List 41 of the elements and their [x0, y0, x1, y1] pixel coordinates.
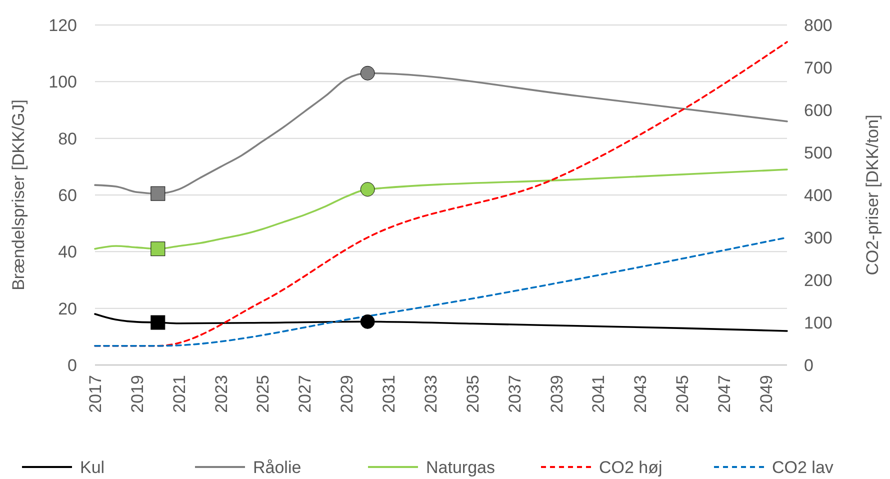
y-tick-label: 80: [58, 129, 77, 148]
x-tick-label: 2023: [212, 375, 231, 413]
y-tick-label: 120: [48, 16, 77, 35]
y2-tick-label: 400: [804, 186, 832, 205]
x-tick-label: 2025: [254, 375, 273, 413]
x-tick-label: 2027: [296, 375, 315, 413]
x-tick-label: 2029: [338, 375, 357, 413]
y2-tick-label: 500: [804, 143, 832, 162]
legend-label: Naturgas: [426, 458, 495, 477]
y2-tick-label: 300: [804, 228, 832, 248]
y-tick-label: 60: [58, 186, 77, 205]
legend-label: CO2 lav: [772, 458, 834, 477]
x-tick-label: 2043: [631, 375, 650, 413]
y2-tick-label: 800: [804, 16, 832, 35]
legend-label: CO2 høj: [599, 458, 662, 477]
x-tick-label: 2049: [756, 375, 776, 413]
x-tick-label: 2041: [589, 375, 608, 413]
x-tick-label: 2037: [505, 375, 524, 413]
y-tick-label: 0: [68, 356, 77, 375]
y-tick-label: 40: [58, 242, 77, 262]
x-tick-label: 2019: [128, 375, 147, 413]
y2-tick-label: 200: [804, 270, 832, 290]
x-tick-label: 2033: [421, 375, 440, 413]
y2-tick-label: 600: [804, 100, 832, 120]
y2-axis-title: CO2-priser [DKK/ton]: [863, 114, 882, 276]
line-series: [94, 313, 788, 332]
x-tick-label: 2047: [715, 375, 734, 413]
y2-tick-label: 700: [804, 58, 832, 78]
x-tick-label: 2035: [463, 375, 482, 413]
x-tick-label: 2017: [86, 375, 105, 413]
legend-label: Råolie: [253, 458, 302, 477]
y2-tick-label: 100: [804, 313, 832, 332]
y-tick-label: 100: [48, 72, 77, 92]
x-tick-label: 2039: [547, 375, 566, 413]
y-tick-label: 20: [58, 299, 77, 318]
x-tick-label: 2045: [673, 375, 692, 413]
x-tick-label: 2021: [170, 375, 189, 413]
x-tick-label: 2031: [380, 375, 399, 413]
y2-tick-label: 0: [804, 356, 814, 375]
y-axis-title: Brændelspriser [DKK/GJ]: [9, 100, 28, 290]
legend-label: Kul: [80, 458, 105, 477]
